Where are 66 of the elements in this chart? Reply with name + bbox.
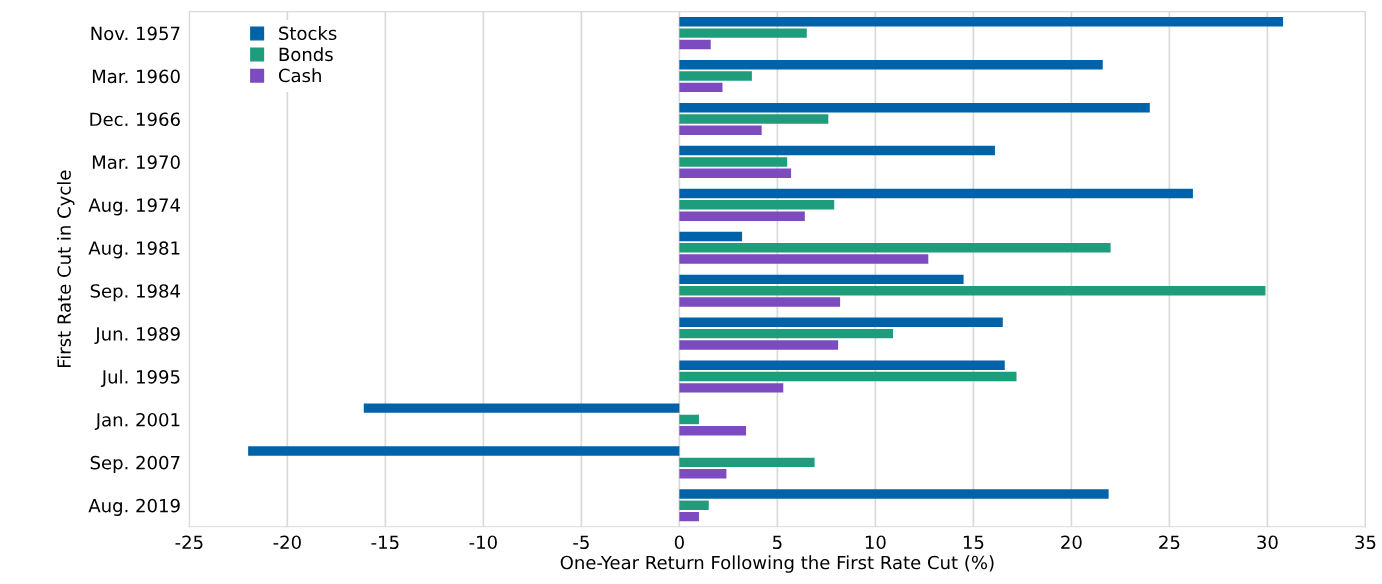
bar <box>679 360 1005 370</box>
y-tick-label: Sep. 1984 <box>90 284 180 302</box>
bar <box>679 102 1150 113</box>
bar <box>679 28 807 38</box>
y-tick-label: Aug. 2019 <box>88 498 180 516</box>
bar <box>679 317 1003 327</box>
bar <box>679 157 788 167</box>
bar <box>679 17 1284 27</box>
y-tick-label: Dec. 1966 <box>90 112 180 127</box>
bar <box>679 82 723 93</box>
x-axis-title: One-Year Return Following the First Rate Cut (%) <box>560 555 994 573</box>
bar <box>679 39 711 50</box>
y-tick-label: Jan. 2001 <box>94 412 180 430</box>
bar <box>679 383 784 393</box>
x-tick-label: 35 <box>1355 535 1376 550</box>
bar <box>679 114 829 124</box>
legend-label: Cash <box>278 68 321 83</box>
bar <box>679 500 709 511</box>
y-axis-title: First Rate Cut in Cycle <box>56 170 75 368</box>
y-tick-label: Aug. 1974 <box>88 198 180 216</box>
bar <box>679 168 792 178</box>
x-tick-label: -10 <box>469 535 497 550</box>
bar <box>363 403 680 413</box>
y-tick-label: Jun. 1989 <box>94 327 180 345</box>
x-tick-label: 20 <box>1061 535 1082 550</box>
x-tick-label: 15 <box>963 535 984 550</box>
bar <box>679 243 1111 253</box>
x-tick-label: -20 <box>273 535 301 550</box>
bar <box>679 371 1017 382</box>
y-tick-label: Aug. 1981 <box>88 241 180 259</box>
bar <box>679 328 894 339</box>
bar <box>679 468 727 479</box>
y-tick-label: Jul. 1995 <box>100 369 180 388</box>
bar <box>679 200 835 210</box>
bar <box>679 340 839 350</box>
x-tick-label: -25 <box>175 535 203 550</box>
x-tick-label: 10 <box>865 535 886 550</box>
bar <box>679 231 743 242</box>
x-tick-label: -15 <box>371 535 399 550</box>
bar <box>679 285 1266 296</box>
bar <box>679 511 699 522</box>
legend-label: Stocks <box>279 26 337 41</box>
bar <box>679 426 747 436</box>
x-tick-label: 30 <box>1257 535 1278 550</box>
bar <box>679 145 995 156</box>
y-tick-label: Mar. 1970 <box>92 155 180 170</box>
bar <box>679 211 805 221</box>
bar <box>679 254 929 264</box>
bar <box>679 274 964 285</box>
x-tick-label: 0 <box>674 535 684 550</box>
bar <box>679 414 699 425</box>
bar <box>679 457 815 468</box>
bar <box>679 489 1109 499</box>
x-tick-label: 25 <box>1159 535 1180 550</box>
bar <box>679 297 841 307</box>
y-tick-label: Sep. 2007 <box>90 455 180 473</box>
y-tick-label: Nov. 1957 <box>91 26 180 41</box>
legend-label: Bonds <box>279 47 333 62</box>
x-tick-label: -5 <box>573 535 589 550</box>
bar <box>679 71 752 81</box>
bar <box>248 446 680 456</box>
x-tick-label: 5 <box>773 535 782 550</box>
bar <box>679 125 762 136</box>
bar <box>679 60 1103 70</box>
bar <box>679 188 1193 199</box>
y-tick-label: Mar. 1960 <box>92 69 180 84</box>
